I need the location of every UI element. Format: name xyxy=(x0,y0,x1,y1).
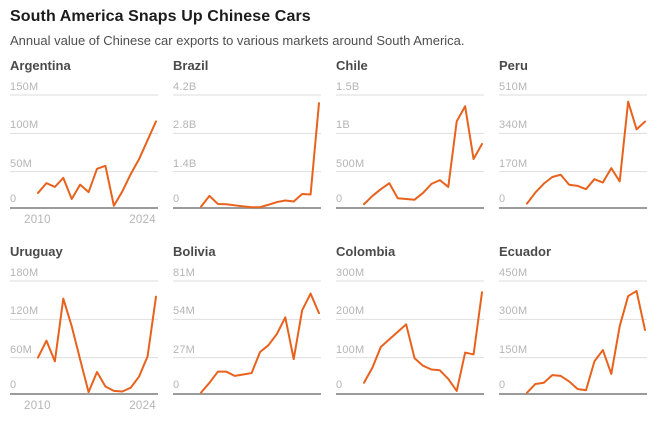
chart-plot: 510M 340M 170M 0 xyxy=(499,76,647,210)
chart-cell-brazil: Brazil 4.2B 2.8B 1.4B 0 xyxy=(173,58,321,228)
y-tick-label: 50M xyxy=(10,158,32,170)
chart-plot: 450M 300M 150M 0 xyxy=(499,262,647,396)
small-multiples-grid: Argentina 150M 100M 50M 0 2010 2024 Brazil … xyxy=(10,58,652,414)
chart-canvas-brazil xyxy=(173,94,321,209)
chart-canvas-uruguay xyxy=(10,280,158,395)
y-tick-label: 100M xyxy=(336,344,365,356)
chart-cell-colombia: Colombia 300M 200M 100M 0 xyxy=(336,244,484,414)
chart-plot: 4.2B 2.8B 1.4B 0 xyxy=(173,76,321,210)
chart-cell-peru: Peru 510M 340M 170M 0 xyxy=(499,58,647,228)
x-tick-label-end: 2024 xyxy=(129,214,156,226)
chart-plot: 1.5B 1B 500M 0 xyxy=(336,76,484,210)
x-axis-labels xyxy=(336,210,484,228)
y-tick-label: 120M xyxy=(10,305,39,317)
x-tick-label-end: 2024 xyxy=(129,400,156,412)
y-tick-label: 81M xyxy=(173,267,195,279)
y-tick-label: 150M xyxy=(499,344,528,356)
line-series-brazil xyxy=(200,102,320,209)
y-tick-label: 450M xyxy=(499,267,528,279)
chart-canvas-ecuador xyxy=(499,280,647,395)
y-tick-label: 60M xyxy=(10,344,32,356)
chart-cell-chile: Chile 1.5B 1B 500M 0 xyxy=(336,58,484,228)
chart-title: Argentina xyxy=(10,58,71,73)
y-tick-label: 340M xyxy=(499,119,528,131)
y-tick-label: 27M xyxy=(173,344,195,356)
y-tick-label: 100M xyxy=(10,119,39,131)
x-tick-label-start: 2010 xyxy=(24,214,51,226)
chart-plot: 150M 100M 50M 0 xyxy=(10,76,158,210)
y-tick-label: 54M xyxy=(173,305,195,317)
y-tick-label: 170M xyxy=(499,158,528,170)
y-tick-label: 0 xyxy=(10,379,17,391)
chart-plot: 180M 120M 60M 0 xyxy=(10,262,158,396)
line-series-colombia xyxy=(363,291,483,392)
y-tick-label: 300M xyxy=(336,267,365,279)
y-tick-label: 1.4B xyxy=(173,158,197,170)
y-tick-label: 1.5B xyxy=(336,81,360,93)
chart-title: Bolivia xyxy=(173,244,216,259)
chart-title: Peru xyxy=(499,58,528,73)
line-series-uruguay xyxy=(37,295,157,394)
chart-canvas-chile xyxy=(336,94,484,209)
chart-cell-uruguay: Uruguay 180M 120M 60M 0 2010 2024 xyxy=(10,244,158,414)
x-axis-labels xyxy=(173,396,321,414)
chart-cell-bolivia: Bolivia 81M 54M 27M 0 xyxy=(173,244,321,414)
x-axis-labels xyxy=(173,210,321,228)
chart-canvas-colombia xyxy=(336,280,484,395)
y-tick-label: 4.2B xyxy=(173,81,197,93)
chart-panel: South America Snaps Up Chinese Cars Annu… xyxy=(10,8,652,414)
chart-canvas-peru xyxy=(499,94,647,209)
y-tick-label: 2.8B xyxy=(173,119,197,131)
y-tick-label: 150M xyxy=(10,81,39,93)
x-axis-labels xyxy=(499,396,647,414)
y-tick-label: 0 xyxy=(173,379,180,391)
chart-title: Brazil xyxy=(173,58,209,73)
chart-title: Uruguay xyxy=(10,244,63,259)
page-subtitle: Annual value of Chinese car exports to v… xyxy=(10,33,465,48)
x-tick-label-start: 2010 xyxy=(24,400,51,412)
x-axis-labels xyxy=(336,396,484,414)
line-series-argentina xyxy=(37,120,157,207)
y-tick-label: 500M xyxy=(336,158,365,170)
line-series-peru xyxy=(526,100,646,205)
line-series-bolivia xyxy=(200,292,320,394)
chart-title: Chile xyxy=(336,58,368,73)
y-tick-label: 510M xyxy=(499,81,528,93)
y-tick-label: 0 xyxy=(10,193,17,205)
x-axis-labels xyxy=(499,210,647,228)
x-axis-labels: 2010 2024 xyxy=(10,210,158,228)
chart-canvas-bolivia xyxy=(173,280,321,395)
chart-plot: 300M 200M 100M 0 xyxy=(336,262,484,396)
chart-cell-argentina: Argentina 150M 100M 50M 0 2010 2024 xyxy=(10,58,158,228)
y-tick-label: 300M xyxy=(499,305,528,317)
y-tick-label: 180M xyxy=(10,267,39,279)
y-tick-label: 0 xyxy=(499,379,506,391)
y-tick-label: 0 xyxy=(336,379,343,391)
chart-cell-ecuador: Ecuador 450M 300M 150M 0 xyxy=(499,244,647,414)
chart-plot: 81M 54M 27M 0 xyxy=(173,262,321,396)
chart-canvas-argentina xyxy=(10,94,158,209)
page-title: South America Snaps Up Chinese Cars xyxy=(10,8,311,25)
line-series-ecuador xyxy=(526,290,646,394)
y-tick-label: 200M xyxy=(336,305,365,317)
y-tick-label: 1B xyxy=(336,119,350,131)
chart-title: Colombia xyxy=(336,244,396,259)
y-tick-label: 0 xyxy=(173,193,180,205)
y-tick-label: 0 xyxy=(336,193,343,205)
x-axis-labels: 2010 2024 xyxy=(10,396,158,414)
line-series-chile xyxy=(363,105,483,206)
chart-title: Ecuador xyxy=(499,244,552,259)
y-tick-label: 0 xyxy=(499,193,506,205)
